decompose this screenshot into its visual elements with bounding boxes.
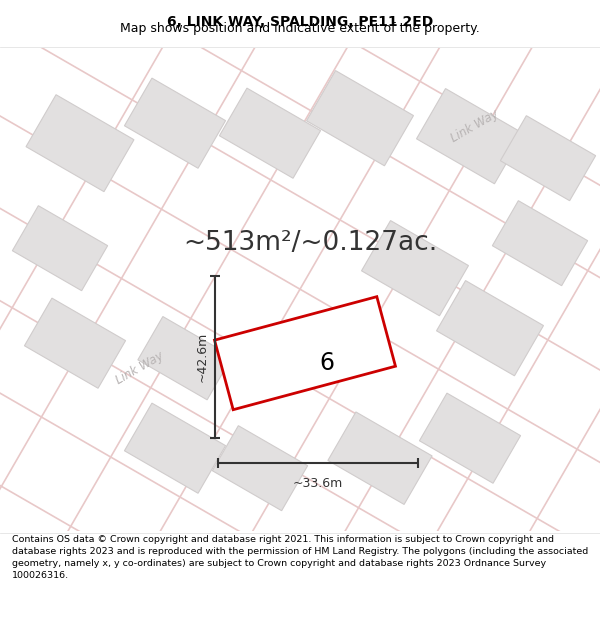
Text: ~42.6m: ~42.6m [196,332,209,382]
Text: ~33.6m: ~33.6m [293,478,343,490]
Polygon shape [419,393,521,483]
Text: Map shows position and indicative extent of the property.: Map shows position and indicative extent… [120,22,480,35]
Polygon shape [437,281,544,376]
Polygon shape [26,95,134,192]
Text: Link Way: Link Way [449,107,501,145]
Text: 6: 6 [320,351,335,375]
Polygon shape [493,201,587,286]
Polygon shape [215,297,395,410]
Polygon shape [500,116,596,201]
Text: Link Way: Link Way [114,349,166,387]
Polygon shape [220,88,320,178]
Polygon shape [25,298,125,388]
Polygon shape [124,403,226,493]
Polygon shape [362,221,469,316]
Polygon shape [124,78,226,168]
Polygon shape [307,71,413,166]
Polygon shape [416,89,523,184]
Polygon shape [328,412,432,504]
Text: 6, LINK WAY, SPALDING, PE11 2ED: 6, LINK WAY, SPALDING, PE11 2ED [167,15,433,29]
Polygon shape [138,316,232,400]
Text: Contains OS data © Crown copyright and database right 2021. This information is : Contains OS data © Crown copyright and d… [12,535,588,579]
Polygon shape [13,206,107,291]
Text: ~513m²/~0.127ac.: ~513m²/~0.127ac. [183,230,437,256]
Polygon shape [212,426,308,511]
